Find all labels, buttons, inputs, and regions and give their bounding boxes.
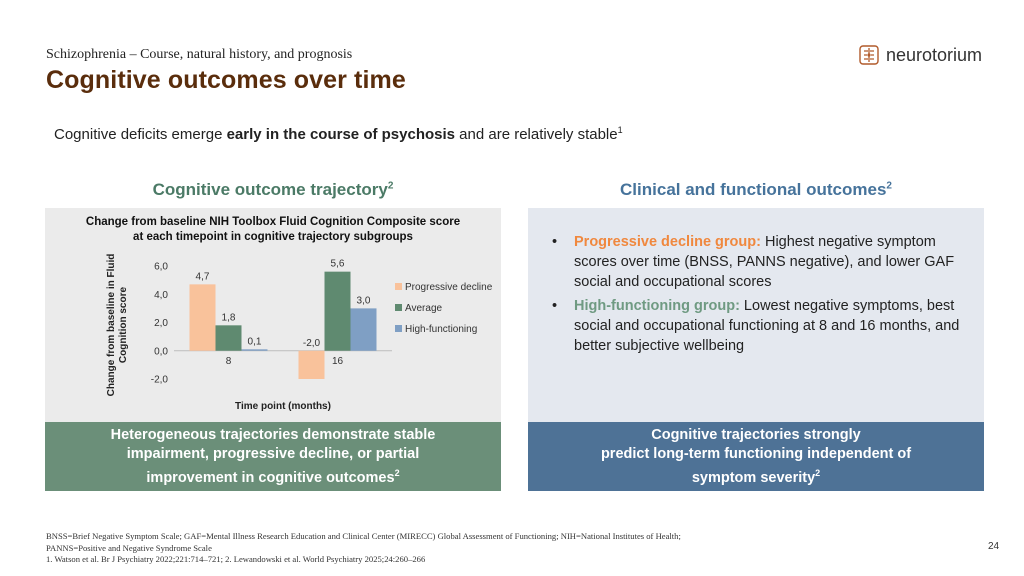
y-axis-label: Change from baseline in Fluid xyxy=(106,254,117,397)
y-tick-label: 0,0 xyxy=(154,346,168,357)
legend-swatch xyxy=(395,283,402,290)
y-tick-label: 2,0 xyxy=(154,318,168,329)
legend-label: High-functioning xyxy=(405,324,477,335)
y-tick-label: 6,0 xyxy=(154,262,168,273)
y-axis-label: Cognition score xyxy=(118,287,129,364)
data-label: 0,1 xyxy=(248,336,262,347)
chart-title: Change from baseline NIH Toolbox Fluid C… xyxy=(85,216,461,243)
logo-text: neurotorium xyxy=(886,44,983,65)
bar-high-functioning-8 xyxy=(241,349,268,351)
brain-icon xyxy=(859,45,879,65)
x-tick-label: 16 xyxy=(332,356,344,367)
x-tick-label: 8 xyxy=(226,356,232,367)
bar-average-8 xyxy=(215,325,242,351)
outcomes-list: • Progressive decline group: Highest neg… xyxy=(542,232,962,360)
intro-text: Cognitive deficits emerge early in the c… xyxy=(54,125,623,143)
data-label: 1,8 xyxy=(222,312,236,323)
legend-swatch xyxy=(395,304,402,311)
left-callout: Heterogeneous trajectories demonstrate s… xyxy=(45,422,501,491)
right-panel-heading: Clinical and functional outcomes2 xyxy=(620,180,892,199)
list-item: • Progressive decline group: Highest neg… xyxy=(552,234,955,290)
footnotes: BNSS=Brief Negative Symptom Scale; GAF=M… xyxy=(46,531,681,564)
bar-average-16 xyxy=(324,271,351,351)
breadcrumb: Schizophrenia – Course, natural history,… xyxy=(46,47,353,62)
bar-high-functioning-16 xyxy=(350,308,377,351)
page-number: 24 xyxy=(988,541,1000,552)
data-label: 5,6 xyxy=(331,259,345,270)
bar-progressive-decline-8 xyxy=(189,284,216,351)
chart-panel: Change from baseline NIH Toolbox Fluid C… xyxy=(45,208,501,422)
legend-swatch xyxy=(395,325,402,332)
bar-chart: 6,0 4,0 2,0 0,0 -2,0 4,7 1,8 0,1 8 -2,0 5,6 3,0 16 Ti… xyxy=(106,254,493,412)
bullet-dot: • xyxy=(552,234,558,250)
page-title: Cognitive outcomes over time xyxy=(46,66,406,94)
outcomes-panel: • Progressive decline group: Highest neg… xyxy=(528,208,984,422)
right-callout: Cognitive trajectories strongly predict … xyxy=(528,422,984,491)
bar-progressive-decline-16 xyxy=(298,350,325,379)
data-label: -2,0 xyxy=(303,338,321,349)
data-label: 4,7 xyxy=(196,271,210,282)
legend-label: Average xyxy=(405,303,443,314)
legend-label: Progressive decline xyxy=(405,282,493,293)
y-tick-label: 4,0 xyxy=(154,290,168,301)
logo: neurotorium xyxy=(858,42,982,68)
list-item: • High-functioning group: Lowest negativ… xyxy=(552,298,960,354)
data-label: 3,0 xyxy=(357,295,371,306)
left-panel-heading: Cognitive outcome trajectory2 xyxy=(152,180,394,199)
x-axis-label: Time point (months) xyxy=(235,401,331,412)
y-tick-label: -2,0 xyxy=(151,375,169,386)
bullet-dot: • xyxy=(552,298,558,314)
